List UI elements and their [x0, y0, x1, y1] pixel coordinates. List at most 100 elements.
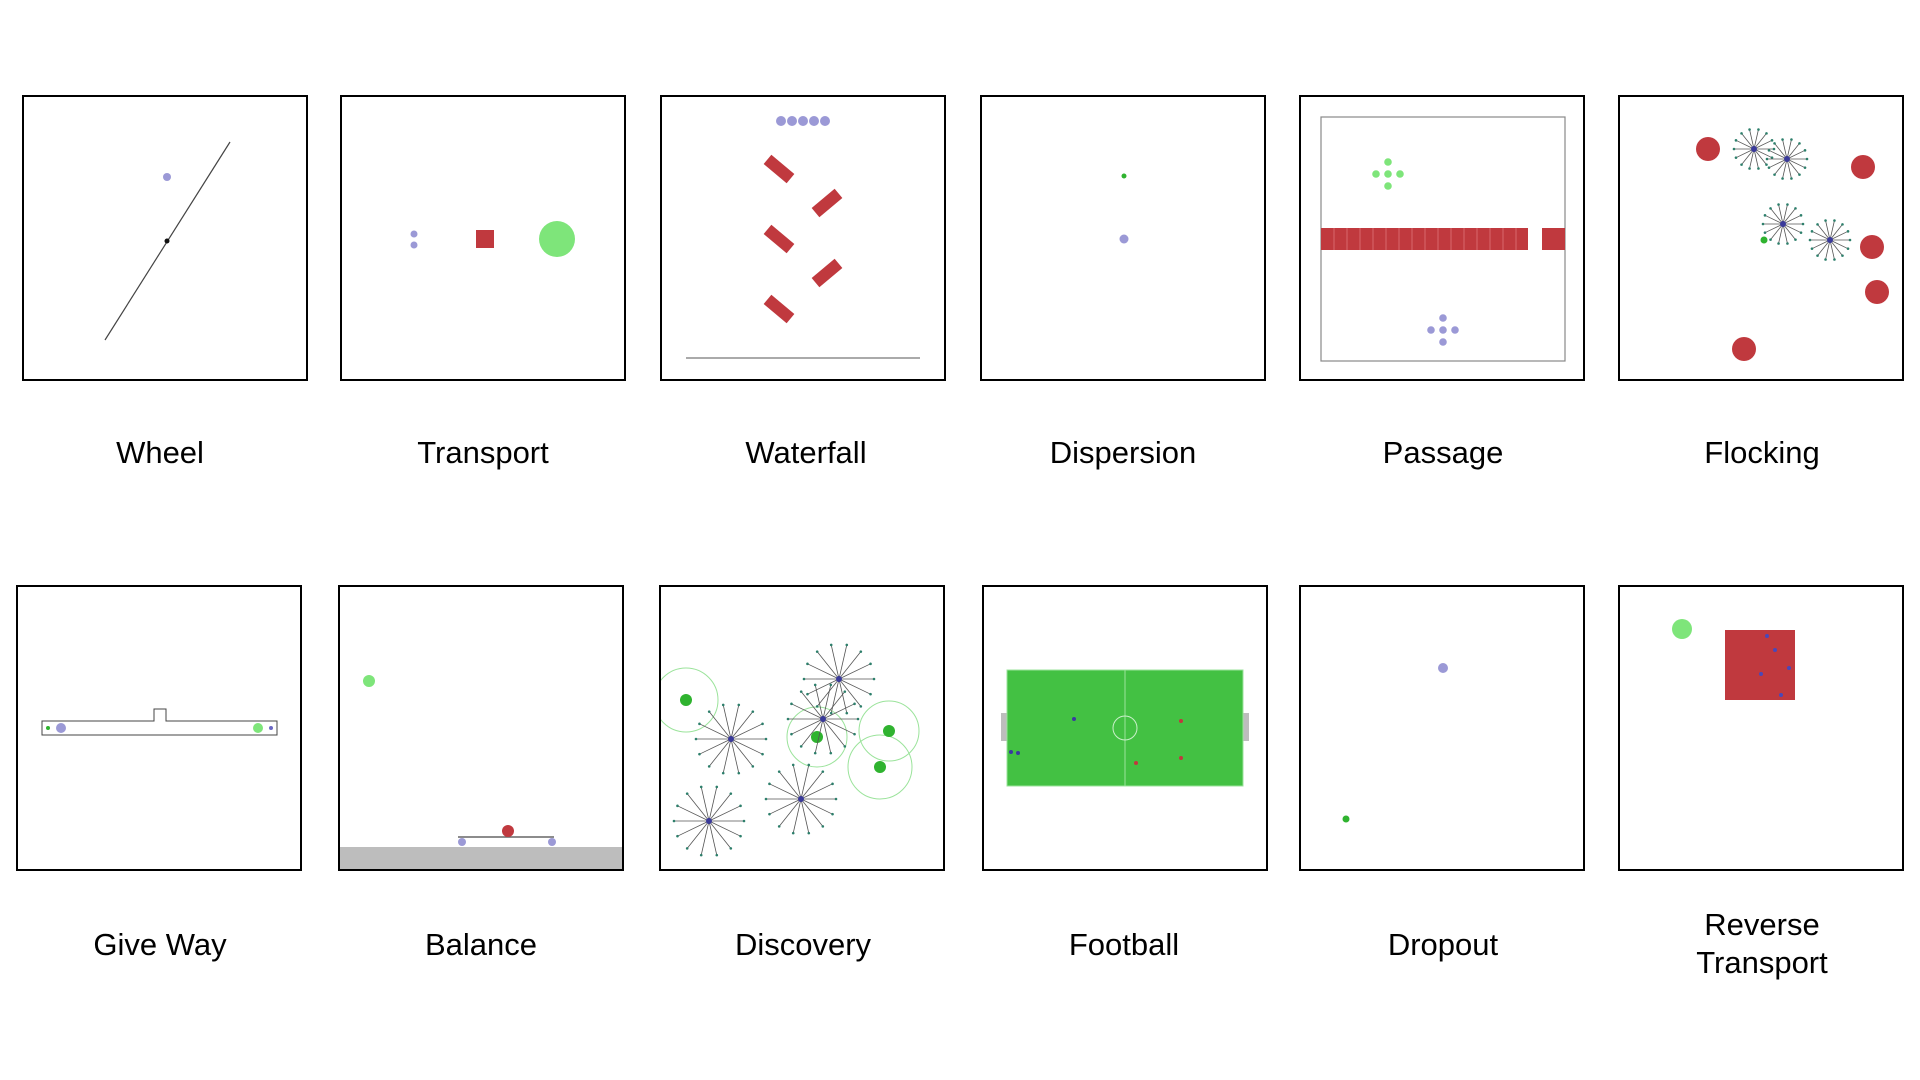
- balance-agent: [458, 838, 466, 846]
- reverse-transport-agent: [1779, 693, 1783, 697]
- flocking-panel: [1618, 95, 1904, 381]
- reverse-transport-agent: [1765, 634, 1769, 638]
- waterfall-agent: [820, 116, 830, 126]
- waterfall-agent: [798, 116, 808, 126]
- reverse-transport-label-line1: Reverse: [1704, 907, 1820, 942]
- reverse-transport-label: Reverse Transport: [1602, 906, 1920, 982]
- balance-panel: [338, 585, 624, 871]
- football-blue-player: [1072, 717, 1076, 721]
- passage-goal: [1384, 170, 1392, 178]
- flocking-obstacle: [1696, 137, 1720, 161]
- discovery-agent: [786, 683, 860, 755]
- reverse-transport-agent: [1787, 666, 1791, 670]
- discovery-target-range: [858, 700, 920, 762]
- discovery-target-range: [847, 734, 913, 800]
- waterfall-obstacle: [763, 224, 795, 254]
- give-way-goal: [253, 723, 263, 733]
- transport-agent: [410, 241, 418, 249]
- dropout-goal: [1342, 815, 1350, 823]
- transport-goal: [539, 221, 575, 257]
- balance-label: Balance: [424, 927, 538, 962]
- reverse-transport-label-line2: Transport: [1696, 945, 1828, 980]
- discovery-agent: [764, 763, 838, 835]
- reverse-transport-package: [1725, 630, 1795, 700]
- discovery-target: [811, 731, 823, 743]
- football-ball: [1134, 761, 1138, 765]
- football-goal-left: [1001, 713, 1007, 741]
- waterfall-obstacle: [811, 188, 843, 218]
- discovery-target-range: [661, 667, 719, 733]
- passage-goal: [1372, 170, 1380, 178]
- reverse-transport-panel: [1618, 585, 1904, 871]
- football-red-player: [1179, 719, 1183, 723]
- dropout-agent: [1438, 663, 1448, 673]
- passage-agent: [1451, 326, 1459, 334]
- football-panel: [982, 585, 1268, 871]
- wheel-pivot: [164, 238, 170, 244]
- give-way-agent: [56, 723, 66, 733]
- give-way-panel: [16, 585, 302, 871]
- reverse-transport-agent: [1759, 672, 1763, 676]
- passage-label: Passage: [1382, 435, 1504, 470]
- discovery-agent: [694, 703, 768, 775]
- dispersion-agent: [1119, 234, 1129, 244]
- wheel-label: Wheel: [116, 435, 204, 470]
- passage-goal: [1384, 182, 1392, 190]
- give-way-label: Give Way: [93, 927, 227, 962]
- discovery-agent: [802, 643, 876, 715]
- discovery-panel: [659, 585, 945, 871]
- passage-wall: [1542, 228, 1565, 250]
- flocking-target: [1760, 236, 1768, 244]
- discovery-label: Discovery: [734, 927, 872, 962]
- passage-panel: [1299, 95, 1585, 381]
- flocking-label: Flocking: [1704, 435, 1820, 470]
- flocking-agent: [1808, 219, 1852, 261]
- balance-ground: [340, 847, 622, 869]
- reverse-transport-goal: [1672, 619, 1692, 639]
- discovery-target: [680, 694, 692, 706]
- discovery-target: [883, 725, 895, 737]
- waterfall-obstacle: [811, 258, 843, 288]
- dispersion-panel: [980, 95, 1266, 381]
- football-label: Football: [1068, 927, 1180, 962]
- flocking-obstacle: [1732, 337, 1756, 361]
- flocking-agent: [1732, 128, 1776, 170]
- waterfall-agent: [787, 116, 797, 126]
- flocking-agent: [1761, 203, 1805, 245]
- passage-agent: [1439, 338, 1447, 346]
- dispersion-goal: [1121, 173, 1127, 179]
- waterfall-obstacle: [763, 154, 795, 184]
- waterfall-agent: [809, 116, 819, 126]
- waterfall-label: Waterfall: [745, 435, 867, 470]
- waterfall-agent: [776, 116, 786, 126]
- wheel-panel: [22, 95, 308, 381]
- balance-goal: [363, 675, 375, 687]
- football-center-circle: [1112, 715, 1138, 741]
- passage-goal: [1396, 170, 1404, 178]
- football-goal-right: [1243, 713, 1249, 741]
- waterfall-panel: [660, 95, 946, 381]
- flocking-obstacle: [1860, 235, 1884, 259]
- transport-label: Transport: [417, 435, 549, 470]
- discovery-target: [874, 761, 886, 773]
- passage-agent: [1427, 326, 1435, 334]
- give-way-agent: [269, 726, 273, 730]
- passage-agent: [1439, 314, 1447, 322]
- wheel-agent: [163, 173, 171, 181]
- flocking-obstacle: [1851, 155, 1875, 179]
- balance-agent: [548, 838, 556, 846]
- dispersion-label: Dispersion: [1049, 435, 1197, 470]
- flocking-obstacle: [1865, 280, 1889, 304]
- transport-agent: [410, 230, 418, 238]
- flocking-agent: [1765, 138, 1809, 180]
- waterfall-obstacle: [763, 294, 795, 324]
- discovery-agent: [672, 785, 746, 857]
- give-way-goal: [46, 726, 50, 730]
- dropout-panel: [1299, 585, 1585, 871]
- reverse-transport-agent: [1773, 648, 1777, 652]
- football-blue-player: [1016, 751, 1020, 755]
- transport-package: [476, 230, 494, 248]
- give-way-corridor: [41, 708, 278, 736]
- football-red-player: [1179, 756, 1183, 760]
- dropout-label: Dropout: [1387, 927, 1499, 962]
